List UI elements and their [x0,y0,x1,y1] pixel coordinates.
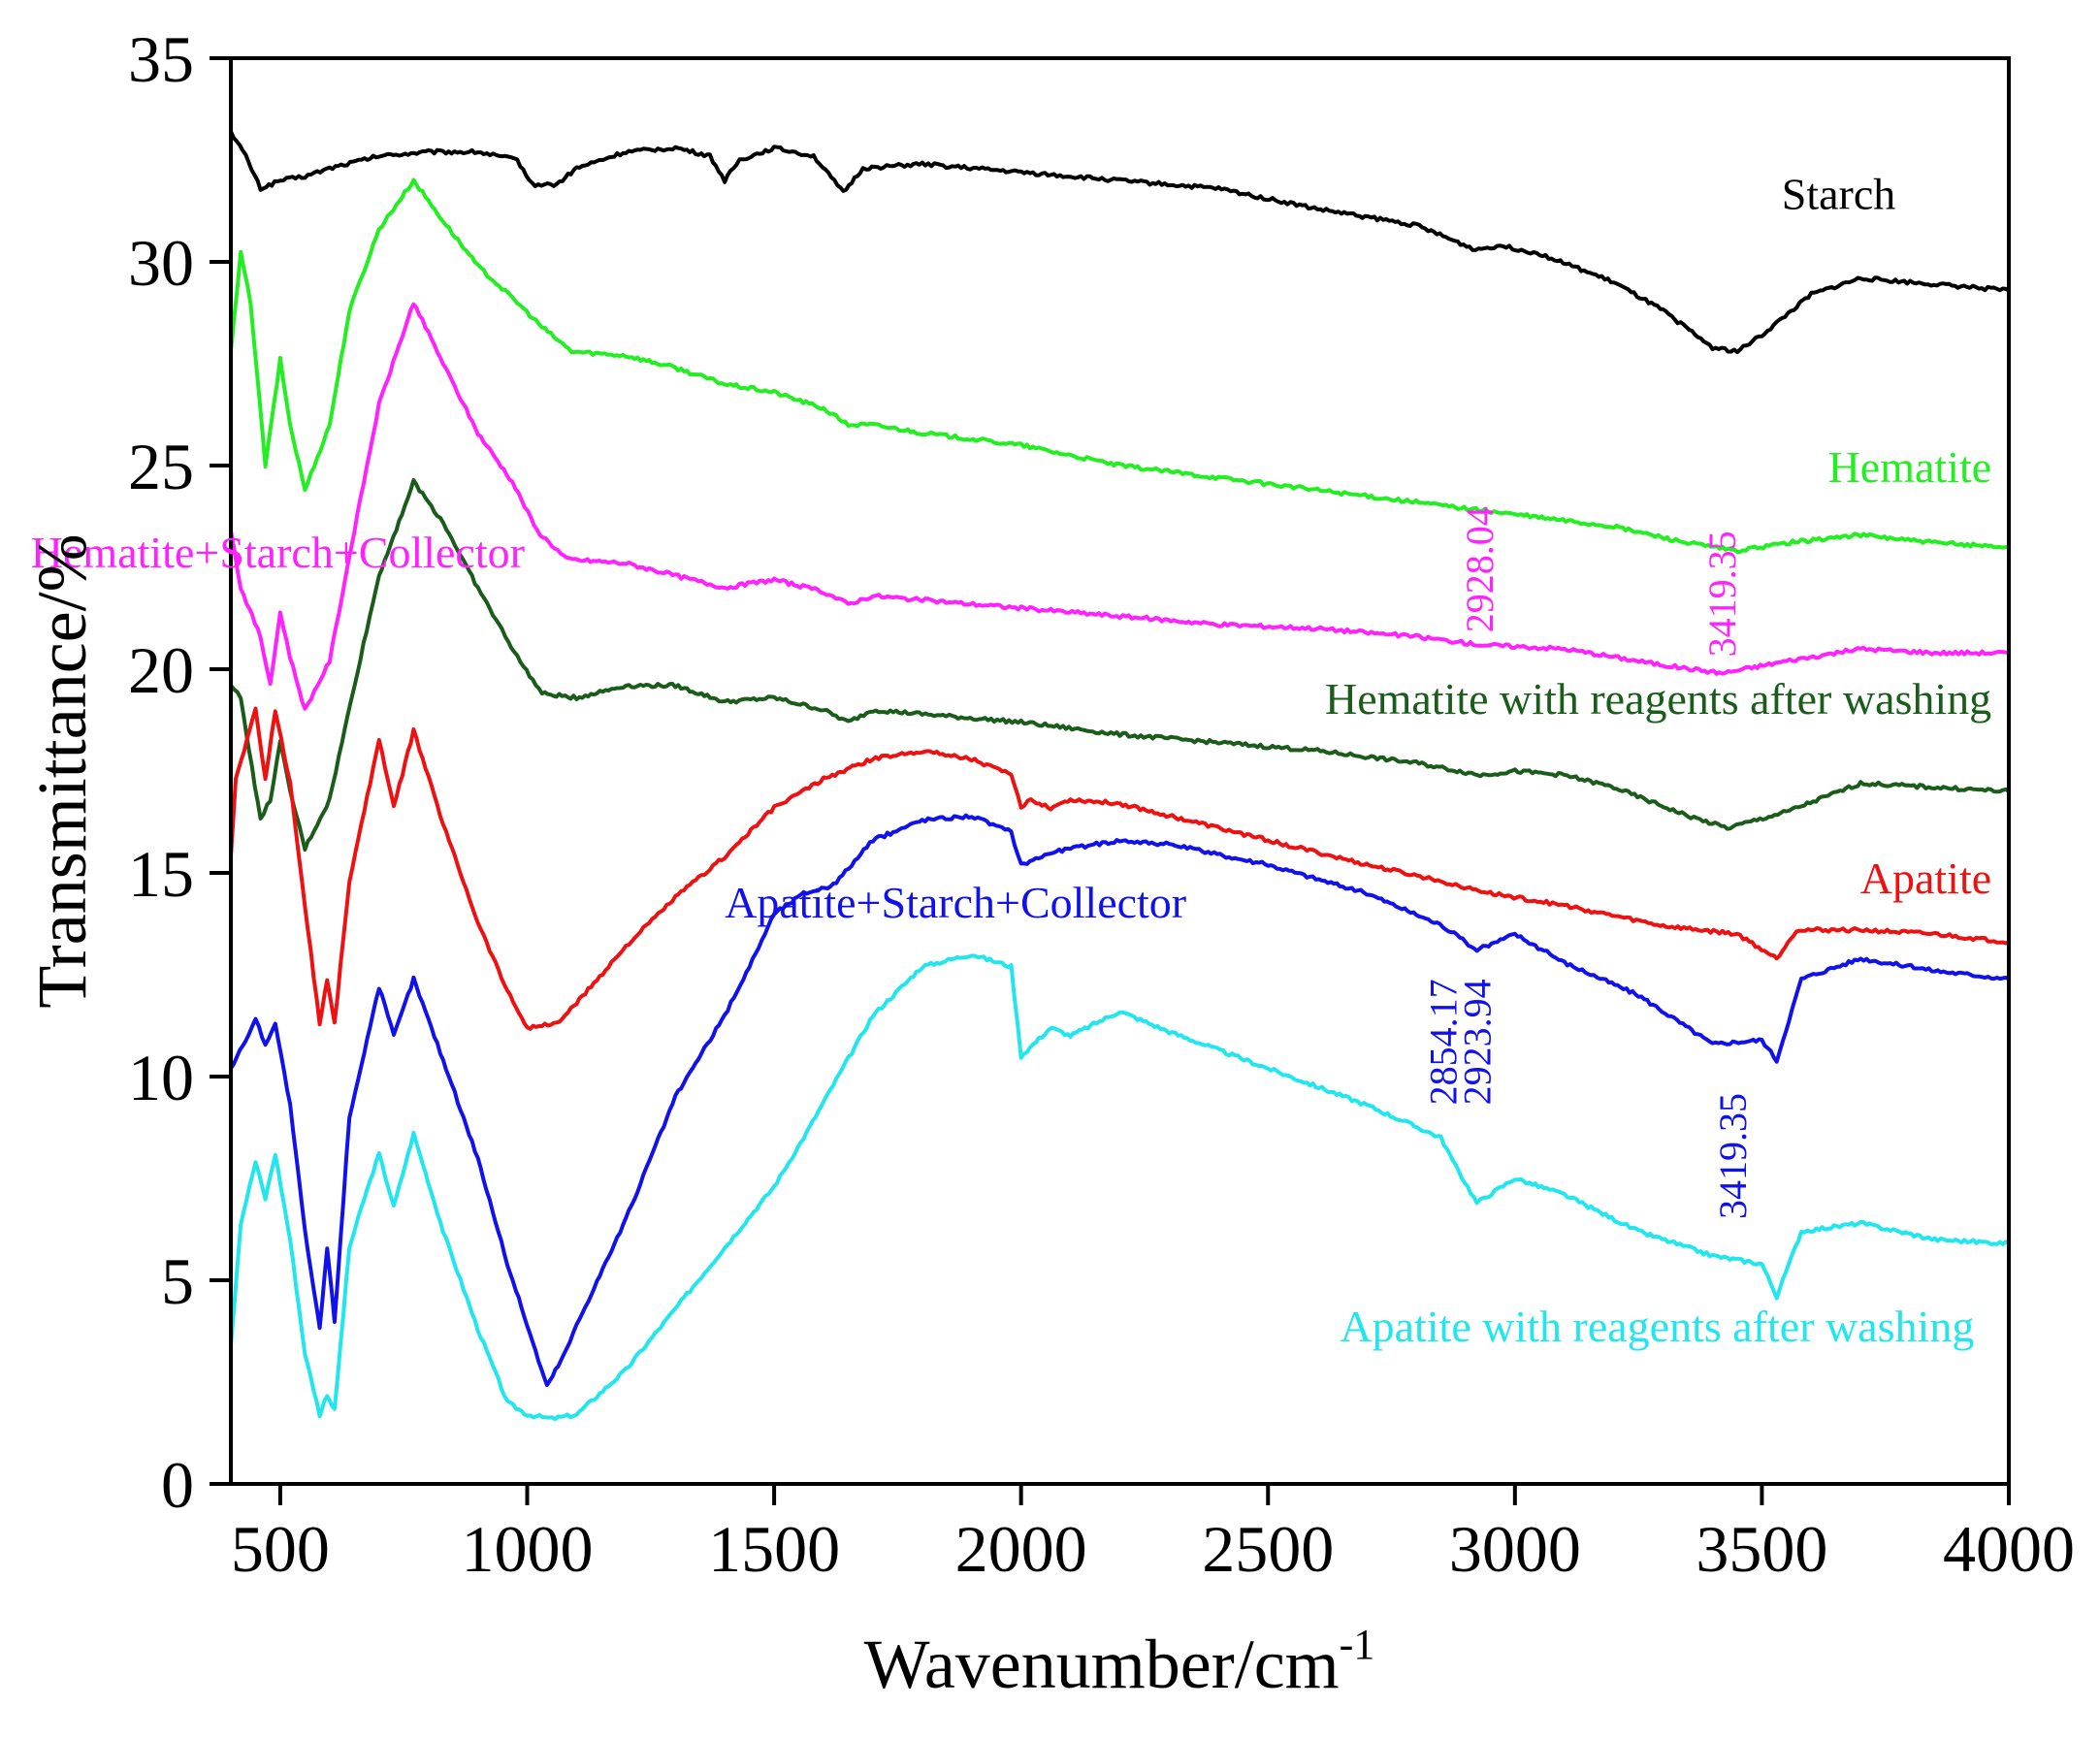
x-tick-label-1000: 1000 [462,1512,594,1586]
plot-frame [229,56,2011,1486]
series-line-apatite-starch-collector [229,813,2010,1388]
peak-annotation-0: 2928.04 [1458,506,1502,632]
x-tick-label-3000: 3000 [1449,1512,1581,1586]
x-axis-title: Wavenumber/cm-1 [864,1621,1375,1703]
series-layer [229,130,2011,1422]
y-axis-title: Transmittance/% [23,533,101,1008]
x-axis-title-text: Wavenumber/cm [864,1626,1340,1703]
x-tick-label-1500: 1500 [708,1512,840,1586]
series-label-hematite-starch-collector: Hematite+Starch+Collector [31,528,525,577]
series-line-hematite-with-reagents-after-washing [229,478,2011,852]
x-tick-label-2000: 2000 [955,1512,1087,1586]
y-tick-label-5: 5 [161,1244,194,1318]
series-label-apatite-with-reagents-after-washing: Apatite with reagents after washing [1340,1302,1974,1351]
x-tick-label-4000: 4000 [1943,1512,2075,1586]
ticks-layer: 500 1000 1500 2000 2500 3000 3500 4000 0 5 10 15 20 2… [128,22,2075,1586]
series-line-apatite [229,706,2010,1031]
x-tick-label-2500: 2500 [1202,1512,1334,1586]
y-tick-label-25: 25 [128,430,194,503]
series-line-apatite-with-reagents-after-washing [229,953,2011,1422]
series-labels: Starch Hematite Hematite+Starch+Collector H… [31,169,1991,1351]
peak-annotation-4: 3419.35 [1711,1093,1755,1219]
series-label-starch: Starch [1782,169,1896,218]
series-label-hematite: Hematite [1828,442,1992,492]
series-line-starch [229,130,2010,355]
peak-annotation-1: 3419.35 [1700,531,1744,657]
x-tick-label-3500: 3500 [1696,1512,1827,1586]
y-tick-label-35: 35 [128,22,194,96]
series-line-hematite-starch-collector [229,302,2010,711]
y-tick-label-15: 15 [128,837,194,911]
y-tick-label-10: 10 [128,1041,194,1114]
peak-annotation-3: 2923.94 [1456,979,1500,1105]
peak-annotation-2: 2854.17 [1421,979,1465,1105]
series-label-hematite-with-reagents-after-washing: Hematite with reagents after washing [1325,674,1991,724]
y-tick-label-30: 30 [128,226,194,300]
y-tick-label-20: 20 [128,633,194,707]
series-line-hematite [229,177,2010,554]
x-tick-label-500: 500 [231,1512,330,1586]
series-label-apatite: Apatite [1860,853,1991,903]
series-label-apatite-starch-collector: Apatite+Starch+Collector [725,878,1186,927]
y-tick-label-0: 0 [161,1448,194,1522]
x-axis-title-superscript: -1 [1340,1621,1375,1668]
